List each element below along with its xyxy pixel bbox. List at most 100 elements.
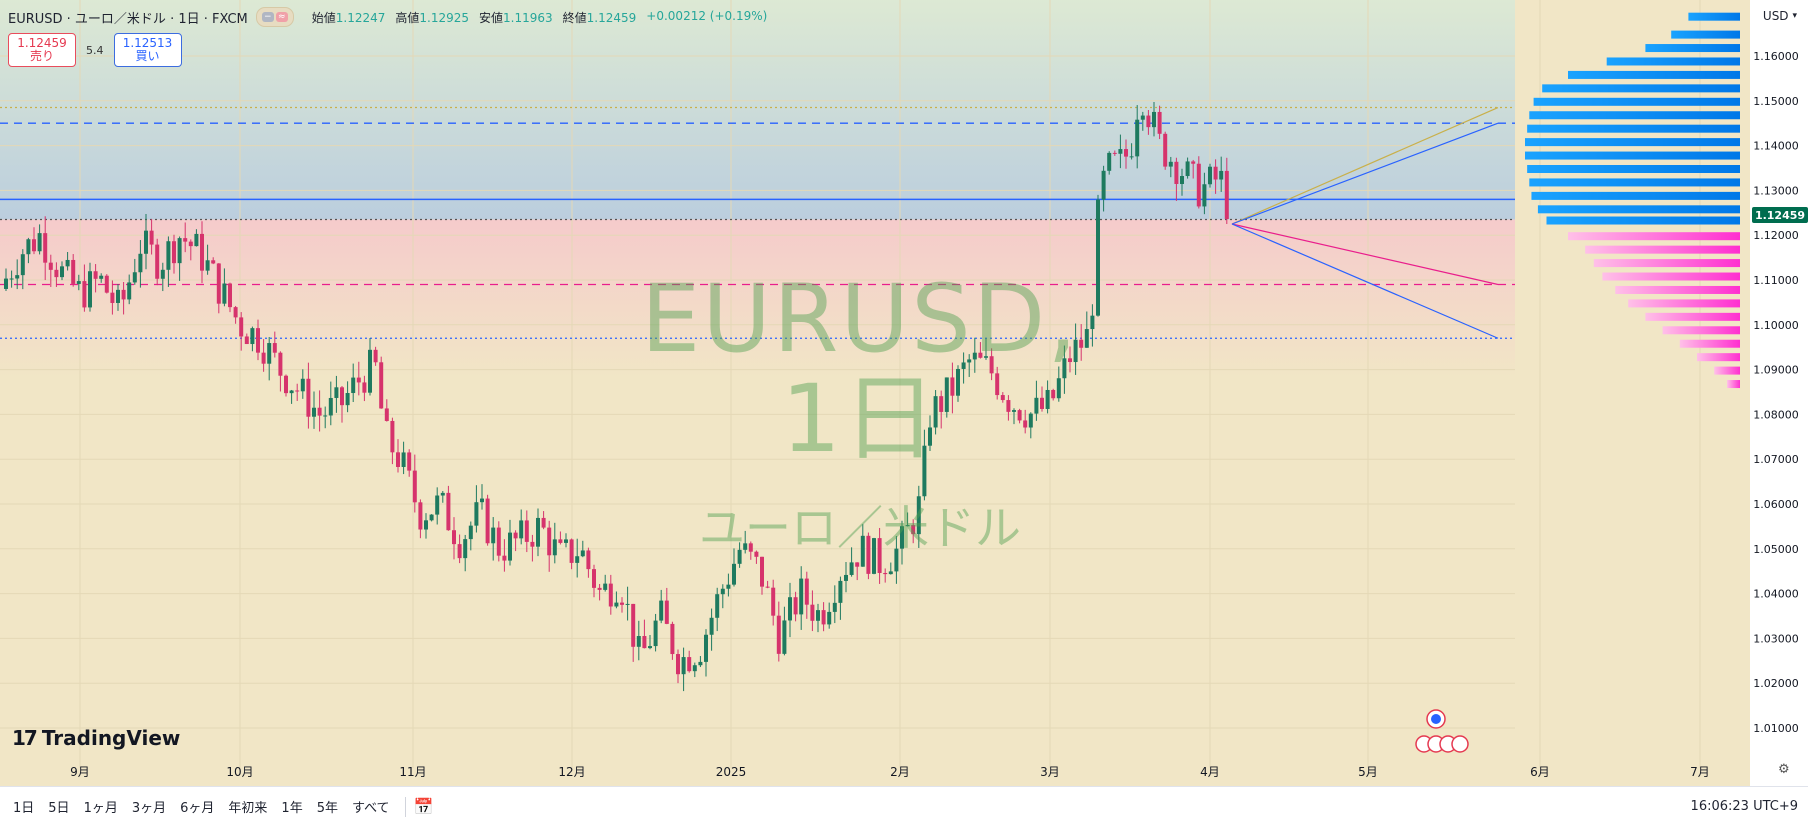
low-value: 1.11963: [503, 10, 553, 25]
high-label: 高値: [395, 10, 420, 25]
candle-body: [1185, 161, 1190, 177]
candle-body: [384, 408, 389, 421]
currency-selector[interactable]: USD ▾: [1756, 4, 1804, 28]
candle-body: [1191, 161, 1196, 164]
candle-body: [1040, 397, 1044, 409]
price-axis[interactable]: [1750, 0, 1808, 786]
candle-body: [256, 328, 260, 353]
candle-body: [704, 634, 708, 662]
settings-gear-icon[interactable]: ⚙: [1778, 762, 1790, 777]
price-tick-label: 1.09000: [1753, 364, 1799, 377]
time-tick-label: 2025: [716, 765, 747, 779]
candle-body: [692, 665, 697, 672]
candle-body: [592, 569, 596, 588]
price-tick-label: 1.11000: [1753, 274, 1799, 287]
candle-body: [625, 603, 630, 605]
candle-body: [670, 623, 675, 655]
candle-body: [396, 452, 400, 467]
range-5y-button[interactable]: 5年: [316, 801, 338, 816]
candle-body: [440, 492, 445, 496]
lower-zone-band: [0, 219, 1515, 379]
change-value: +0.00212 (+0.19%): [646, 8, 768, 23]
candle-body: [418, 502, 423, 530]
time-tick-label: 3月: [1040, 765, 1060, 779]
candle-body: [76, 281, 81, 284]
range-3m-button[interactable]: 3ヶ月: [131, 801, 167, 816]
candle-body: [144, 230, 148, 254]
range-1d-button[interactable]: 1日: [13, 801, 35, 816]
volume-profile-buy-bar: [1529, 111, 1740, 120]
candle-body: [1157, 111, 1162, 134]
candle-body: [1017, 410, 1022, 421]
candle-body: [1101, 170, 1106, 200]
candle-body: [793, 597, 798, 615]
candle-body: [82, 281, 87, 308]
range-1m-button[interactable]: 1ヶ月: [83, 801, 118, 816]
sell-button[interactable]: 1.12459 売り: [8, 33, 76, 67]
candle-body: [244, 336, 249, 345]
candle-body: [1174, 161, 1179, 184]
candle-body: [726, 584, 731, 589]
range-1y-button[interactable]: 1年: [281, 801, 303, 816]
price-tick-label: 1.03000: [1753, 632, 1799, 645]
candle-body: [620, 602, 624, 605]
candle-body: [541, 517, 546, 528]
candle-body: [239, 317, 244, 337]
candle-body: [390, 420, 395, 453]
candle-body: [340, 387, 344, 406]
candle-body: [771, 587, 776, 616]
candle-body: [351, 377, 356, 394]
symbol-title[interactable]: EURUSD · ユーロ／米ドル · 1日 · FXCM: [8, 11, 248, 27]
candle-body: [1051, 389, 1056, 399]
candle-body: [989, 356, 994, 374]
candle-body: [855, 562, 860, 567]
candle-body: [860, 535, 865, 567]
range-all-button[interactable]: すべて: [351, 801, 390, 816]
close-value: 1.12459: [586, 10, 637, 25]
candle-body: [799, 578, 804, 615]
range-6m-button[interactable]: 6ヶ月: [180, 801, 215, 816]
candle-body: [334, 387, 339, 398]
buy-button[interactable]: 1.12513 買い: [113, 33, 182, 67]
candle-body: [642, 636, 647, 649]
candle-body: [810, 604, 815, 621]
time-tick-label: 12月: [558, 765, 585, 779]
compare-toggle-icon[interactable]: − ≈: [255, 7, 294, 27]
sell-price: 1.12459: [17, 36, 67, 50]
candle-body: [1096, 199, 1100, 316]
volume-profile-buy-bar: [1542, 84, 1740, 93]
range-ytd-button[interactable]: 年初来: [228, 801, 268, 816]
candle-body: [748, 543, 753, 552]
candle-body: [564, 539, 568, 543]
volume-profile-buy-bar: [1688, 12, 1740, 21]
candle-body: [379, 362, 384, 409]
candle-body: [452, 530, 456, 545]
calendar-goto-icon[interactable]: 📅: [413, 797, 434, 816]
candle-body: [424, 520, 428, 530]
candle-body: [110, 292, 115, 303]
candle-body: [1068, 358, 1072, 363]
candle-body: [866, 535, 871, 574]
tradingview-logo[interactable]: 17 TradingView: [12, 726, 180, 750]
candle-body: [978, 352, 983, 358]
range-5d-button[interactable]: 5日: [48, 801, 70, 816]
candle-body: [743, 543, 748, 550]
last-price-tag: [1752, 207, 1808, 224]
volume-profile-buy-bar: [1533, 97, 1740, 106]
time-tick-label: 11月: [399, 765, 426, 779]
candle-body: [485, 498, 490, 544]
candle-body: [1073, 339, 1078, 363]
price-tick-label: 1.12000: [1753, 229, 1799, 242]
candle-body: [1023, 420, 1028, 428]
us-flag-event-icon[interactable]: [1451, 735, 1469, 753]
volume-profile-sell-bar: [1697, 353, 1740, 362]
candle-body: [524, 520, 529, 542]
time-tick-label: 5月: [1358, 765, 1378, 779]
candle-body: [188, 241, 193, 247]
candle-body: [776, 615, 781, 654]
candle-body: [782, 620, 787, 654]
candle-body: [267, 343, 272, 364]
volume-profile-buy-bar: [1546, 216, 1740, 225]
candle-body: [138, 253, 143, 273]
